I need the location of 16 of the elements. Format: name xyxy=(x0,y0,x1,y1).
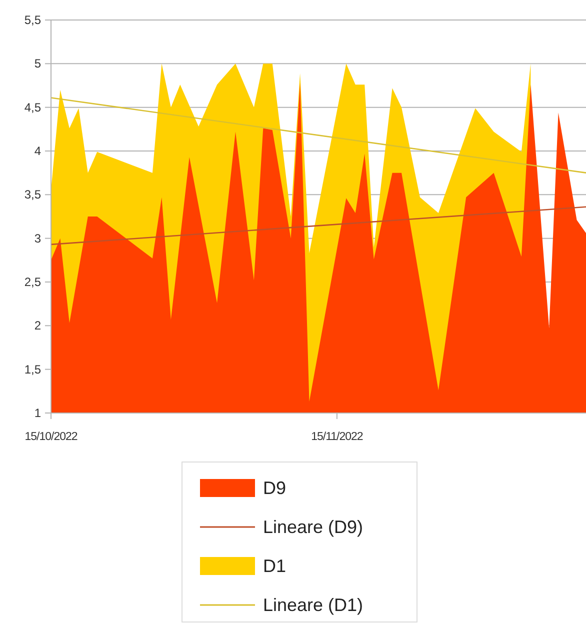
y-tick-label: 5 xyxy=(34,56,42,71)
y-tick-label: 2 xyxy=(34,318,42,333)
legend-label: D9 xyxy=(263,478,286,498)
y-tick-label: 3,5 xyxy=(24,188,42,202)
y-tick-label: 3 xyxy=(34,231,42,246)
legend-label: Lineare (D9) xyxy=(263,517,364,537)
y-tick-label: 5,5 xyxy=(24,13,42,27)
y-tick-label: 2,5 xyxy=(24,275,42,289)
legend-label: Lineare (D1) xyxy=(263,595,364,615)
x-tick-label: 15/11/2022 xyxy=(311,431,363,443)
y-tick-label: 1,5 xyxy=(24,362,42,376)
x-tick-label: 15/10/2022 xyxy=(24,431,78,443)
legend-label: D1 xyxy=(263,556,286,576)
y-tick-label: 4 xyxy=(34,144,42,158)
y-tick-label: 4,5 xyxy=(24,100,42,114)
y-tick-label: 1 xyxy=(34,406,42,420)
